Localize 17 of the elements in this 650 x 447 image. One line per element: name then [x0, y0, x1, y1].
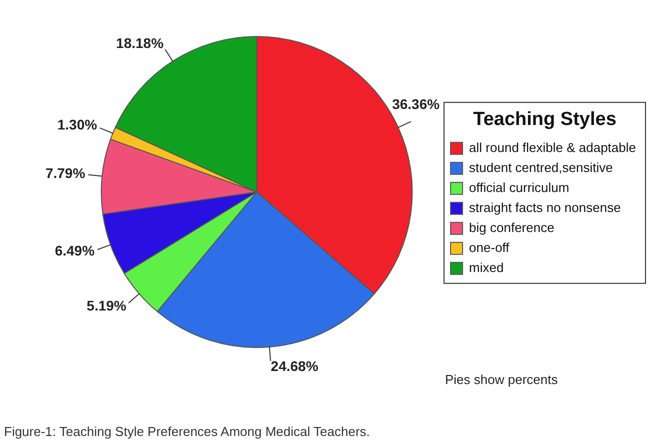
- data-label: 18.18%: [116, 35, 164, 52]
- legend-label: big conference: [469, 220, 554, 235]
- data-label: 1.30%: [57, 116, 98, 133]
- legend-label: all round flexible & adaptable: [469, 140, 636, 155]
- data-label: 24.68%: [270, 358, 319, 374]
- legend-label: official curriculum: [469, 180, 570, 195]
- legend-label: straight facts no nonsense: [469, 200, 621, 215]
- data-label: 6.49%: [54, 242, 96, 258]
- data-label: 5.19%: [86, 298, 127, 314]
- legend-label: one-off: [469, 240, 510, 255]
- legend-title: Teaching Styles: [473, 108, 616, 130]
- text: Figure-1: Teaching Style Preferences Among Medical Teachers.: [4, 424, 370, 439]
- data-label: 7.79%: [45, 164, 86, 181]
- text: Pies show percents: [445, 372, 558, 387]
- legend-label: student centred,sensitive: [469, 160, 613, 175]
- data-label: 36.36%: [392, 96, 440, 112]
- legend-label: mixed: [469, 260, 504, 275]
